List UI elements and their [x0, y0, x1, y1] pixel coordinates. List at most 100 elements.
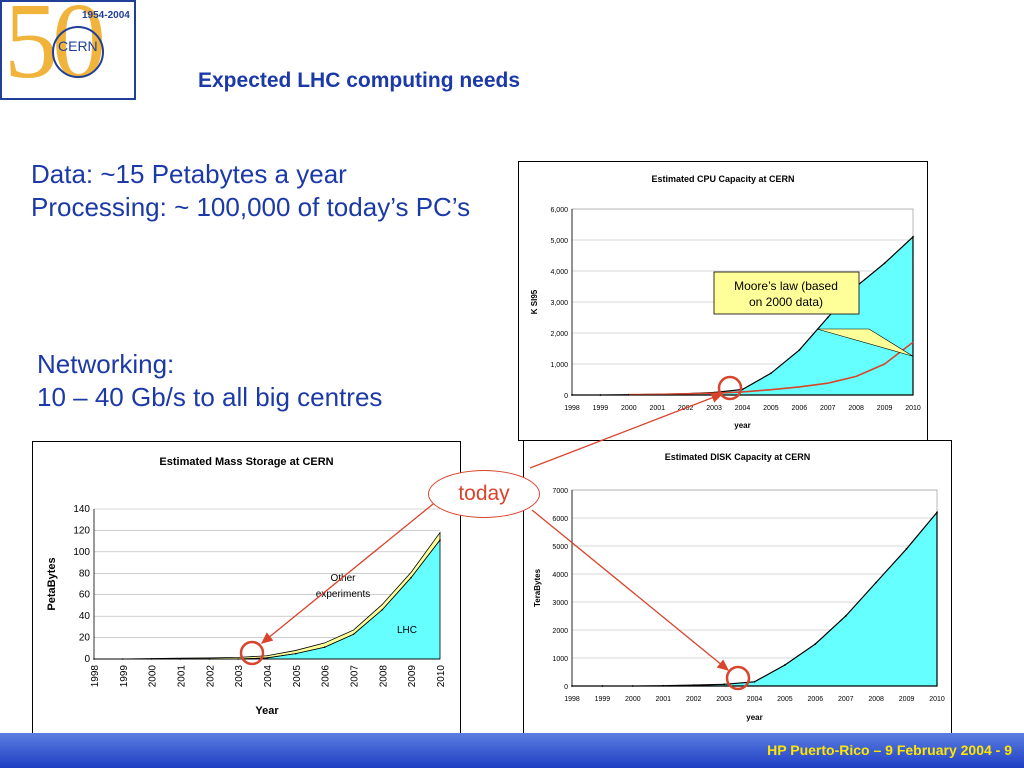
data-point: [723, 683, 725, 686]
x-tick-label: 2009: [899, 696, 915, 703]
x-tick-label: 1998: [564, 696, 580, 703]
y-tick-label: 4,000: [550, 269, 568, 276]
data-point: [844, 615, 847, 617]
series-area: [572, 235, 914, 396]
x-tick-label: 2000: [148, 665, 159, 688]
x-tick-label: 2005: [777, 696, 793, 703]
y-tick-label: 4000: [552, 572, 568, 579]
x-tick-label: 2002: [205, 665, 216, 688]
y-tick-label: 40: [79, 611, 91, 622]
x-tick-label: 1999: [595, 696, 611, 703]
data-point: [770, 372, 772, 375]
x-tick-label: 2007: [820, 405, 836, 412]
x-tick-label: 2005: [763, 405, 779, 412]
logo-org: CERN: [58, 38, 98, 54]
data-point: [381, 608, 384, 611]
x-tick-label: 1998: [564, 405, 580, 412]
logo-years: 1954-2004: [82, 10, 130, 21]
y-tick-label: 5000: [552, 544, 568, 551]
x-tick-label: 2004: [735, 405, 751, 412]
data-point: [883, 262, 886, 265]
x-tick-label: 2010: [436, 665, 447, 688]
series-label-other-experiments: Other: [330, 573, 356, 584]
y-tick-label: 2,000: [550, 331, 568, 338]
x-tick-label: 2010: [929, 696, 945, 703]
page-title: Expected LHC computing needs: [198, 69, 521, 92]
x-tick-label: 2009: [407, 665, 418, 688]
x-tick-label: 1999: [593, 405, 609, 412]
chart-title: Estimated Mass Storage at CERN: [159, 456, 333, 468]
networking-heading: Networking:: [37, 349, 175, 379]
x-tick-label: 2002: [686, 696, 702, 703]
x-tick-label: 2006: [321, 665, 332, 688]
data-point: [905, 547, 908, 550]
data-point: [741, 388, 744, 391]
x-tick-label: 2006: [792, 405, 808, 412]
y-axis-label: K SI95: [530, 289, 539, 314]
y-tick-label: 6000: [552, 516, 568, 523]
x-tick-label: 2008: [868, 696, 884, 703]
disk-chart-panel: Estimated DISK Capacity at CERN 0 1000 2000…: [523, 440, 952, 734]
series-label-other-experiments: experiments: [316, 589, 370, 600]
y-tick-label: 0: [564, 393, 568, 400]
data-point: [352, 633, 355, 636]
x-tick-label: 2000: [625, 696, 641, 703]
x-tick-label: 1998: [90, 665, 101, 688]
y-tick-label: 7000: [552, 488, 568, 495]
x-tick-label: 2008: [378, 665, 389, 688]
chart-title: Estimated CPU Capacity at CERN: [651, 174, 794, 184]
y-tick-label: 5,000: [550, 238, 568, 245]
networking-text: 10 – 40 Gb/s to all big centres: [37, 382, 383, 412]
annotation-text: Moore’s law (based: [734, 279, 838, 293]
y-tick-label: 0: [84, 654, 90, 665]
x-tick-label: 2002: [678, 405, 694, 412]
x-axis-label: year: [734, 421, 750, 430]
y-tick-label: 0: [564, 684, 568, 691]
y-axis-label: PetaBytes: [46, 557, 58, 610]
x-tick-label: 2003: [706, 405, 722, 412]
data-point: [936, 511, 938, 514]
y-tick-label: 140: [73, 504, 90, 515]
data-point: [784, 664, 786, 666]
x-tick-label: 2005: [292, 665, 303, 688]
x-tick-label: 2001: [649, 405, 665, 412]
series-area: [572, 510, 938, 687]
cpu-chart: Estimated CPU Capacity at CERN 0 1,000 2,00…: [530, 174, 921, 430]
x-tick-label: 2003: [234, 665, 245, 688]
x-tick-label: 2010: [905, 405, 921, 412]
chart-title: Estimated DISK Capacity at CERN: [665, 452, 811, 462]
x-tick-label: 2001: [655, 696, 671, 703]
y-tick-label: 2000: [552, 628, 568, 635]
data-point: [753, 680, 756, 683]
x-tick-label: 2009: [877, 405, 893, 412]
footer-text: HP Puerto-Rico – 9 February 2004 - 9: [767, 742, 1012, 758]
y-axis-label: TeraBytes: [533, 568, 542, 607]
data-point: [826, 316, 829, 319]
series-label-lhc: LHC: [397, 625, 417, 636]
x-tick-label: 2001: [177, 665, 188, 688]
storage-chart-panel: Estimated Mass Storage at CERN 0 20 40 60 80 1…: [32, 441, 461, 735]
annotation-box: [713, 271, 860, 315]
annotation-text: on 2000 data): [749, 295, 823, 309]
y-tick-label: 3000: [552, 600, 568, 607]
cpu-chart-panel: Estimated CPU Capacity at CERN 0 1,000 2,00…: [518, 161, 928, 441]
disk-chart: Estimated DISK Capacity at CERN 0 1000 2000…: [533, 452, 945, 722]
y-tick-label: 1,000: [550, 362, 568, 369]
x-tick-label: 2008: [848, 405, 864, 412]
x-tick-label: 2007: [350, 665, 361, 688]
cern-50-logo: 50 1954-2004 CERN: [0, 0, 136, 100]
data-point: [295, 652, 297, 655]
y-tick-label: 120: [73, 525, 90, 536]
data-point: [410, 576, 412, 579]
data-point: [814, 643, 817, 645]
y-tick-label: 80: [79, 568, 91, 579]
y-tick-label: 20: [79, 633, 91, 644]
x-tick-label: 2004: [263, 665, 274, 688]
data-point: [266, 657, 268, 659]
x-tick-label: 2006: [808, 696, 824, 703]
data-point: [875, 581, 878, 584]
y-tick-label: 1000: [552, 656, 568, 663]
data-point: [798, 349, 801, 351]
data-text: Data: ~15 Petabytes a year: [31, 159, 347, 189]
x-tick-label: 2004: [747, 696, 763, 703]
